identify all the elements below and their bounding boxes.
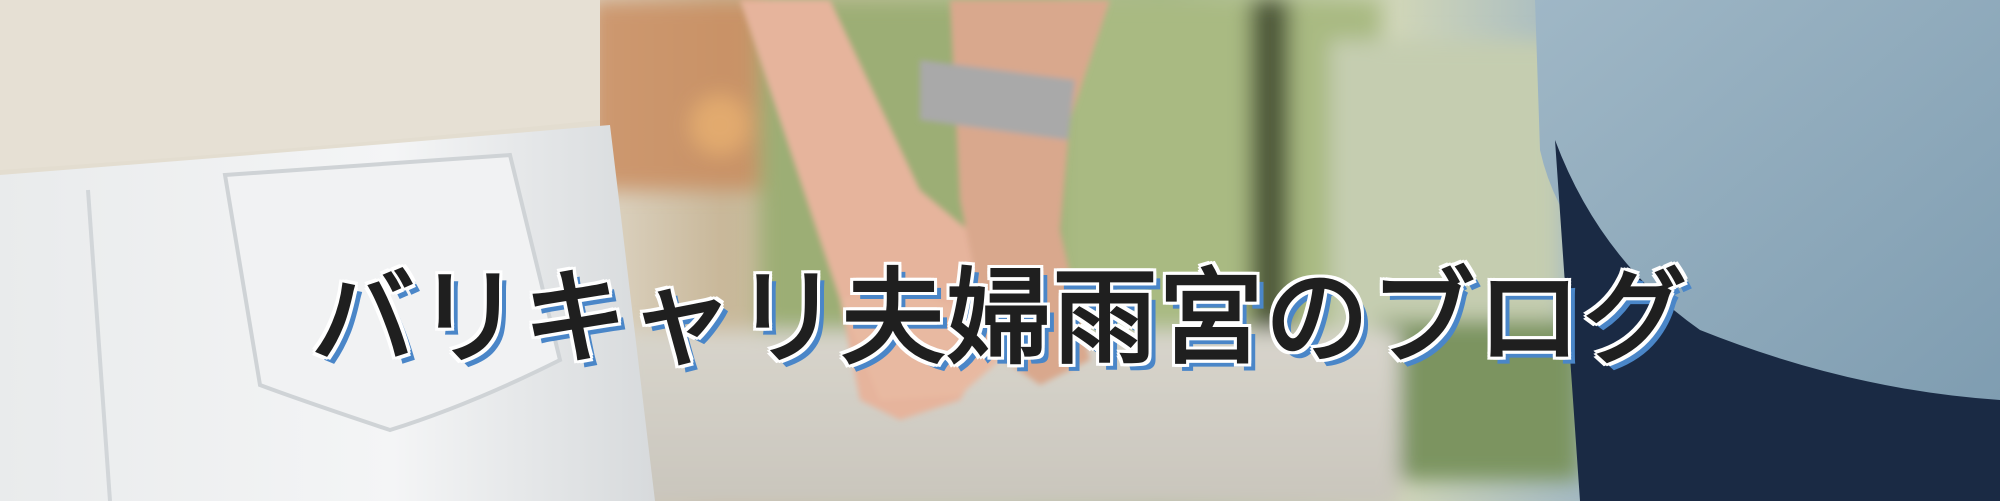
title-wrap: バリキャリ夫婦雨宮のブログ bbox=[0, 196, 2000, 439]
site-title[interactable]: バリキャリ夫婦雨宮のブログ bbox=[310, 256, 1689, 379]
